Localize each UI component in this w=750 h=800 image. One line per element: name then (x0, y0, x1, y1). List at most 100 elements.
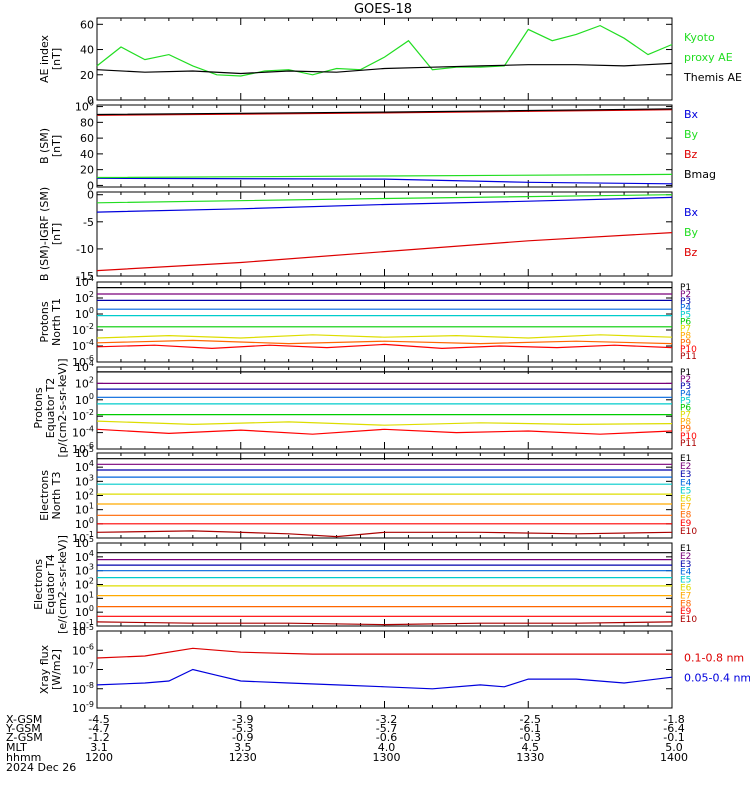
x-axis-value-mlt: 4.5 (522, 741, 540, 754)
x-axis-value-ygsm: -6.1 (520, 722, 541, 735)
x-axis-value-ygsm: -5.7 (376, 722, 397, 735)
y-tick-label: -15 (76, 270, 94, 283)
x-axis-value-hhmm: 1400 (660, 751, 688, 764)
legend-entry: E5 (680, 486, 691, 496)
legend-entry: P8 (680, 418, 691, 428)
y-tick-label: 10-2 (72, 322, 94, 337)
y-tick-label: 104 (75, 549, 94, 564)
legend-entry: P3 (680, 297, 691, 307)
x-axis-value-zgsm: -0.1 (663, 731, 684, 744)
y-tick-label: 60 (80, 18, 94, 31)
y-tick-label: 100 (75, 516, 94, 531)
y-tick-label: 10-4 (72, 425, 94, 440)
legend-entry: P2 (680, 375, 691, 385)
y-tick-label: 105 (75, 535, 94, 550)
y-tick-label: 105 (75, 445, 94, 460)
y-axis-label-line: Electrons (38, 470, 51, 521)
y-axis-label-5: Electrons North T3 (38, 470, 63, 521)
x-axis-value-hhmm: 1230 (229, 751, 257, 764)
y-axis-label-line: [nT] (50, 223, 63, 245)
y-tick-label: 100 (75, 392, 94, 407)
legend-entry: E10 (680, 527, 697, 537)
y-tick-label: 10-8 (72, 681, 94, 696)
y-axis-label-line: Equator T4 (44, 554, 57, 614)
y-tick-label: 101 (75, 502, 94, 517)
y-tick-label: 40 (80, 44, 94, 57)
legend-entry: E2 (680, 462, 691, 472)
y-tick-label: 0 (87, 189, 94, 202)
y-tick-label: 60 (80, 132, 94, 145)
legend-entry: E10 (680, 615, 697, 625)
legend-entry: P4 (680, 304, 691, 314)
legend-entry: Bz (684, 148, 698, 161)
legend-entry: P7 (680, 411, 691, 421)
y-axis-label-line: North T1 (50, 298, 63, 346)
series-line-themis-ae (96, 62, 673, 75)
y-tick-label: 102 (75, 290, 94, 305)
legend-entry: P3 (680, 382, 691, 392)
legend-entry: E1 (680, 454, 691, 464)
x-axis-value-hhmm: 1200 (85, 751, 113, 764)
legend-entry: P4 (680, 389, 691, 399)
y-axis-label-line: Xray flux (38, 644, 51, 694)
legend-entry: P6 (680, 403, 691, 413)
legend-entry: 0.1-0.8 nm (684, 652, 744, 665)
legend-entry: E7 (680, 503, 691, 513)
y-tick-label: -5 (83, 216, 94, 229)
legend-entry: P2 (680, 290, 691, 300)
legend-entry: P11 (680, 439, 697, 449)
x-axis-value-zgsm: -0.6 (376, 731, 397, 744)
legend-entry: P7 (680, 324, 691, 334)
legend-entry: P8 (680, 331, 691, 341)
y-tick-label: 80 (80, 116, 94, 129)
y-tick-label: -10 (76, 243, 94, 256)
series-line-e10 (96, 621, 673, 626)
y-tick-label: 10-4 (72, 338, 94, 353)
legend-entry: P9 (680, 338, 691, 348)
legend-entry: E1 (680, 544, 691, 554)
y-axis-label-line: [e/(cm2-s-sr-keV)] (56, 535, 69, 634)
y-tick-label: 100 (75, 604, 94, 619)
x-axis-value-zgsm: -0.3 (520, 731, 541, 744)
y-axis-label-line: [p/(cm2-s-sr-keV)] (56, 358, 69, 457)
legend-entry: Bx (684, 108, 699, 121)
series-line-0-05-0-4-nm (96, 668, 673, 690)
legend-entry: Bz (684, 246, 698, 259)
y-tick-label: 103 (75, 563, 94, 578)
x-axis-value-hhmm: 1300 (373, 751, 401, 764)
x-axis-value-hhmm: 1330 (516, 751, 544, 764)
x-axis-row-label: hhmm (6, 751, 41, 764)
legend-entry: E2 (680, 552, 691, 562)
y-tick-label: 100 (75, 99, 94, 114)
y-axis-label-line: AE index (38, 34, 51, 83)
legend-entry: P10 (680, 345, 697, 355)
y-tick-label: 10-7 (72, 662, 94, 677)
x-axis-value-ygsm: -5.3 (232, 722, 253, 735)
series-line-by (96, 173, 673, 179)
y-axis-label-3: Protons North T1 (38, 298, 63, 346)
y-tick-label: 102 (75, 375, 94, 390)
series-line-kyoto-proxy-ae (96, 24, 673, 77)
legend-entry: E6 (680, 584, 692, 594)
x-axis-value-zgsm: -1.2 (88, 731, 109, 744)
legend-entry: proxy AE (684, 51, 733, 64)
y-axis-label-line: North T3 (50, 472, 63, 520)
y-axis-label-4: Protons Equator T2 [p/(cm2-s-sr-keV)] (32, 358, 69, 457)
y-tick-label: 10-6 (72, 354, 94, 369)
legend-entry: Bmag (684, 168, 716, 181)
legend-entry: P5 (680, 396, 691, 406)
x-axis-row-label: Z-GSM (6, 731, 43, 744)
y-axis-label-line: Equator T2 (44, 378, 57, 438)
y-axis-label-line: Protons (38, 301, 51, 342)
legend-entry: E8 (680, 599, 692, 609)
y-axis-label-line: B (SM) (38, 128, 51, 164)
x-axis-value-xgsm: -3.9 (232, 713, 253, 726)
y-tick-label: 102 (75, 488, 94, 503)
legend-entry: P1 (680, 368, 691, 378)
y-tick-label: 20 (80, 69, 94, 82)
y-axis-label-7: Xray flux [W/m2] (38, 644, 63, 694)
series-line-p10 (96, 343, 673, 350)
legend-entry: P6 (680, 318, 691, 328)
